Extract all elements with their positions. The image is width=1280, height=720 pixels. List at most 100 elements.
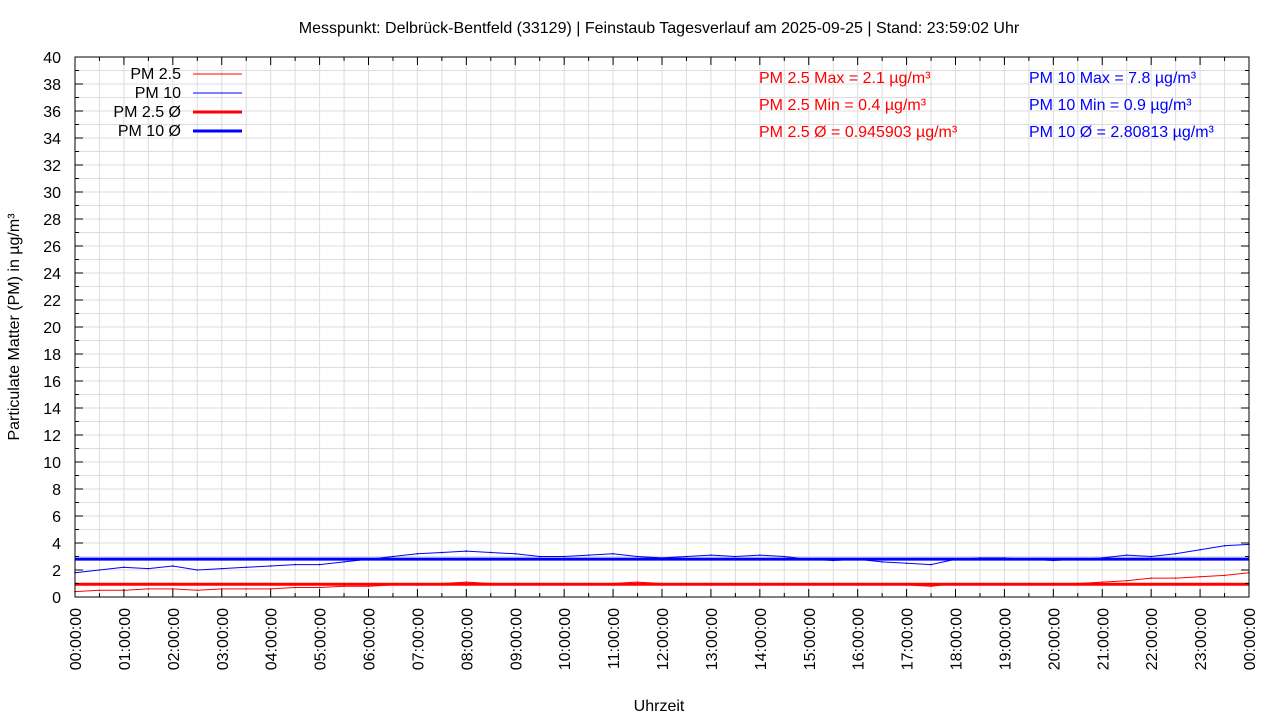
data-point-pm10: [441, 551, 443, 554]
y-tick-label: 0: [52, 590, 61, 607]
stats-annotations: PM 2.5 Max = 2.1 µg/m³ PM 2.5 Min = 0.4 …: [759, 70, 1215, 141]
x-tick-label: 00:00:00: [68, 608, 85, 670]
data-point-pm10: [563, 555, 565, 558]
y-tick-label: 38: [43, 77, 61, 94]
x-tick-label: 19:00:00: [997, 608, 1014, 670]
legend-label-pm10-avg: PM 10 Ø: [118, 123, 181, 140]
data-point-pm10: [123, 566, 125, 569]
data-point-pm10: [98, 569, 101, 571]
data-point-pm10: [269, 565, 272, 567]
x-tick-label: 20:00:00: [1046, 608, 1063, 670]
data-point-pm25: [1223, 574, 1226, 577]
stat-pm25-max: PM 2.5 Max = 2.1 µg/m³: [759, 70, 931, 87]
data-point-pm10: [759, 554, 761, 556]
y-tick-label: 34: [43, 131, 61, 148]
y-tick-label: 6: [52, 509, 61, 526]
data-point-pm25: [1199, 575, 1201, 578]
stat-pm10-min: PM 10 Min = 0.9 µg/m³: [1029, 97, 1192, 114]
y-tick-label: 14: [43, 401, 61, 418]
y-tick-label: 4: [52, 536, 61, 553]
x-tick-label: 16:00:00: [851, 608, 868, 670]
x-axis-label: Uhrzeit: [634, 698, 685, 715]
legend-label-pm25: PM 2.5: [130, 66, 181, 83]
y-tick-label: 36: [43, 104, 61, 121]
y-tick-label: 40: [43, 50, 61, 67]
data-point-pm25: [343, 585, 345, 587]
data-point-pm10: [172, 565, 174, 567]
data-point-pm10: [905, 562, 908, 565]
data-point-pm10: [1223, 544, 1226, 547]
x-tick-label: 18:00:00: [949, 608, 966, 670]
y-axis-label: Particulate Matter (PM) in µg/m³: [6, 213, 23, 441]
data-point-pm10: [245, 566, 248, 569]
legend-label-pm25-avg: PM 2.5 Ø: [113, 104, 181, 121]
y-tick-label: 10: [43, 455, 61, 472]
x-tick-label: 10:00:00: [557, 608, 574, 670]
data-point-pm10: [147, 567, 150, 570]
x-tick-label: 05:00:00: [313, 608, 330, 670]
data-point-pm25: [465, 581, 468, 583]
x-tick-label: 14:00:00: [753, 608, 770, 670]
y-tick-label: 30: [43, 185, 61, 202]
x-tick-label: 12:00:00: [655, 608, 672, 670]
data-point-pm10: [734, 555, 737, 558]
data-point-pm25: [294, 586, 296, 589]
data-point-pm10: [636, 555, 639, 558]
data-point-pm10: [1125, 554, 1128, 556]
y-tick-label: 16: [43, 374, 61, 391]
x-tick-label: 22:00:00: [1144, 608, 1161, 670]
x-tick-label: 15:00:00: [802, 608, 819, 670]
stat-pm25-avg: PM 2.5 Ø = 0.945903 µg/m³: [759, 124, 958, 141]
data-point-pm10: [294, 563, 296, 566]
data-point-pm25: [1174, 577, 1177, 579]
data-point-pm25: [147, 588, 150, 590]
data-point-pm10: [710, 554, 712, 556]
y-tick-label: 20: [43, 320, 61, 337]
x-tick-label: 09:00:00: [508, 608, 525, 670]
data-point-pm10: [1150, 555, 1152, 558]
y-tick-label: 18: [43, 347, 61, 364]
legend-label-pm10: PM 10: [135, 85, 181, 102]
data-point-pm10: [1199, 548, 1201, 551]
x-tick-label: 07:00:00: [410, 608, 427, 670]
data-point-pm10: [514, 553, 517, 555]
y-tick-label: 26: [43, 239, 61, 256]
x-tick-label: 04:00:00: [264, 608, 281, 670]
y-tick-label: 28: [43, 212, 61, 229]
y-tick-label: 24: [43, 266, 61, 283]
x-tick-label: 03:00:00: [215, 608, 232, 670]
data-point-pm10: [930, 563, 932, 566]
data-point-pm25: [98, 589, 101, 592]
stat-pm10-avg: PM 10 Ø = 2.80813 µg/m³: [1029, 124, 1215, 141]
y-tick-label: 12: [43, 428, 61, 445]
data-point-pm25: [930, 585, 932, 587]
data-point-pm10: [318, 563, 321, 566]
data-point-pm10: [196, 569, 199, 571]
data-point-pm10: [220, 567, 223, 570]
data-point-pm25: [245, 588, 248, 590]
data-point-pm10: [465, 550, 468, 552]
data-point-pm10: [392, 555, 394, 558]
grid-layer: [74, 56, 1250, 598]
y-tick-label: 22: [43, 293, 61, 310]
x-tick-label: 01:00:00: [117, 608, 134, 670]
y-tick-label: 8: [52, 482, 61, 499]
y-tick-label: 32: [43, 158, 61, 175]
data-point-pm10: [416, 553, 419, 555]
x-tick-label: 02:00:00: [166, 608, 183, 670]
data-point-pm10: [783, 555, 786, 558]
x-axis-ticks: 00:00:00 01:00:00 02:00:00 03:00:00 04:00:00…: [68, 57, 1259, 670]
chart-title: Messpunkt: Delbrück-Bentfeld (33129) | F…: [299, 20, 1020, 37]
data-point-pm25: [636, 581, 639, 583]
data-point-pm10: [685, 555, 688, 558]
x-tick-label: 17:00:00: [900, 608, 917, 670]
data-point-pm10: [587, 554, 590, 556]
stat-pm10-max: PM 10 Max = 7.8 µg/m³: [1029, 70, 1197, 87]
data-point-pm25: [196, 589, 199, 592]
x-tick-label: 06:00:00: [362, 608, 379, 670]
data-point-pm10: [538, 555, 541, 558]
stat-pm25-min: PM 2.5 Min = 0.4 µg/m³: [759, 97, 927, 114]
